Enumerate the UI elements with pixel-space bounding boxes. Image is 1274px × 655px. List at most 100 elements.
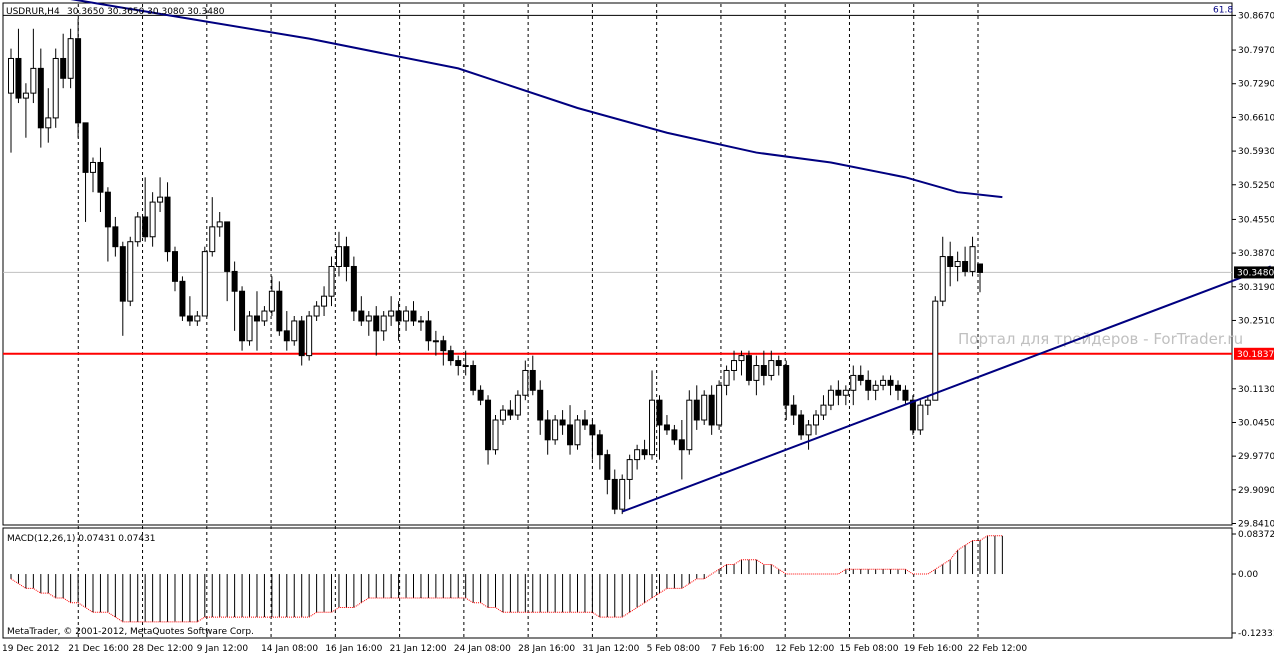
candle-body [134, 216, 141, 243]
candle-body [656, 399, 663, 426]
candle-body [313, 305, 320, 317]
trendline[interactable] [621, 265, 1272, 513]
candle-body [924, 399, 931, 406]
candle-body [827, 389, 834, 406]
candle-body [45, 117, 52, 129]
price-pane-frame [2, 2, 1233, 526]
current-price-marker [1234, 266, 1274, 279]
candle-body [8, 57, 14, 94]
current-price-value: 30.3480 [1237, 268, 1274, 278]
candle-body [194, 315, 201, 322]
candle-body [470, 365, 477, 391]
candle-body [559, 419, 566, 426]
candle-body [201, 251, 208, 317]
candle-body [895, 384, 902, 391]
candle-body [611, 478, 618, 510]
price-label: 30.1130 [1238, 385, 1274, 395]
ohlc-readout: 30.3650 30.3650 30.3080 30.3480 [67, 7, 225, 17]
candle-body [82, 122, 89, 173]
candle-body [798, 414, 805, 436]
candle-body [977, 263, 983, 273]
time-label: 9 Jan 12:00 [197, 644, 249, 654]
candle-body [298, 320, 305, 357]
candle-body [395, 310, 402, 322]
candle-body [775, 360, 782, 367]
macd-axis-label: 0.08372 [1238, 530, 1274, 540]
candle-body [522, 369, 529, 396]
candle-body [179, 280, 186, 317]
candle-body [842, 389, 849, 396]
price-label: 30.0450 [1238, 418, 1274, 428]
price-label: 30.5250 [1238, 181, 1274, 191]
price-label: 29.9770 [1238, 452, 1274, 462]
candle-body [544, 419, 551, 441]
candle-body [224, 221, 231, 272]
candle-body [731, 360, 738, 371]
candle-body [820, 404, 827, 416]
candle-body [477, 389, 484, 401]
candle-body [529, 369, 536, 391]
candle-body [567, 424, 574, 446]
candle-body [52, 57, 59, 119]
candle-body [246, 315, 253, 342]
candle-body [410, 310, 417, 322]
candle-body [380, 315, 387, 332]
candle-body [127, 241, 134, 302]
candle-body [537, 389, 544, 421]
time-axis: 19 Dec 2012 21 Dec 16:00 28 Dec 12:00 9 Jan… [2, 644, 1027, 654]
candle-body [745, 355, 752, 381]
candle-body [589, 424, 596, 436]
time-label: 19 Feb 16:00 [904, 644, 963, 654]
macd-label: MACD(12,26,1) 0.07431 0.07431 [7, 534, 156, 544]
time-label: 19 Dec 2012 [2, 644, 60, 654]
candle-body [835, 389, 842, 396]
copyright-footer: MetaTrader, © 2001-2012, MetaQuotes Soft… [7, 627, 254, 637]
candle-body [574, 419, 581, 446]
candle-body [350, 265, 357, 312]
candle-body [723, 369, 730, 386]
macd-signal-line [10, 535, 1003, 623]
time-label: 28 Jan 16:00 [518, 644, 575, 654]
price-label: 30.4550 [1238, 215, 1274, 225]
candle-body [321, 295, 328, 307]
candle-body [216, 221, 223, 228]
candle-body [60, 57, 67, 79]
price-label: 30.3190 [1238, 283, 1274, 293]
price-label: 30.7970 [1238, 46, 1274, 56]
candle-body [641, 449, 648, 456]
candle-body [119, 246, 126, 302]
support-price-marker [1234, 347, 1274, 360]
candle-body [75, 38, 82, 124]
candle-body [880, 379, 887, 386]
candle-body [149, 201, 156, 238]
candle-body [306, 315, 313, 357]
candle-body [425, 320, 432, 342]
candle-body [872, 384, 879, 391]
watermark: Портал для трейдеров - ForTrader.ru [958, 330, 1243, 348]
candle-body [462, 365, 469, 368]
price-label: 29.8410 [1238, 520, 1274, 530]
price-label: 30.2510 [1238, 316, 1274, 326]
candle-body [805, 424, 812, 436]
fibonacci-level-label: 61.8 [1213, 5, 1233, 15]
candle-body [596, 434, 603, 456]
price-label: 29.9090 [1238, 486, 1274, 496]
price-label: 30.3870 [1238, 249, 1274, 259]
candle-body [209, 226, 216, 253]
candle-body [813, 414, 820, 426]
candle-body [887, 379, 894, 386]
candle-body [716, 384, 723, 426]
candle-body [447, 350, 454, 362]
time-label: 21 Dec 16:00 [68, 644, 129, 654]
price-axis: 30.8670 30.7970 30.7290 30.6610 30.5930 30.52… [1232, 11, 1274, 530]
time-label: 21 Jan 12:00 [390, 644, 447, 654]
candle-body [403, 310, 410, 322]
candle-body [663, 424, 670, 431]
macd-histogram [10, 535, 1003, 622]
symbol-label: USDRUR,H4 [6, 7, 60, 17]
price-label: 30.8670 [1238, 11, 1274, 21]
moving-average-line[interactable] [11, 0, 1003, 199]
